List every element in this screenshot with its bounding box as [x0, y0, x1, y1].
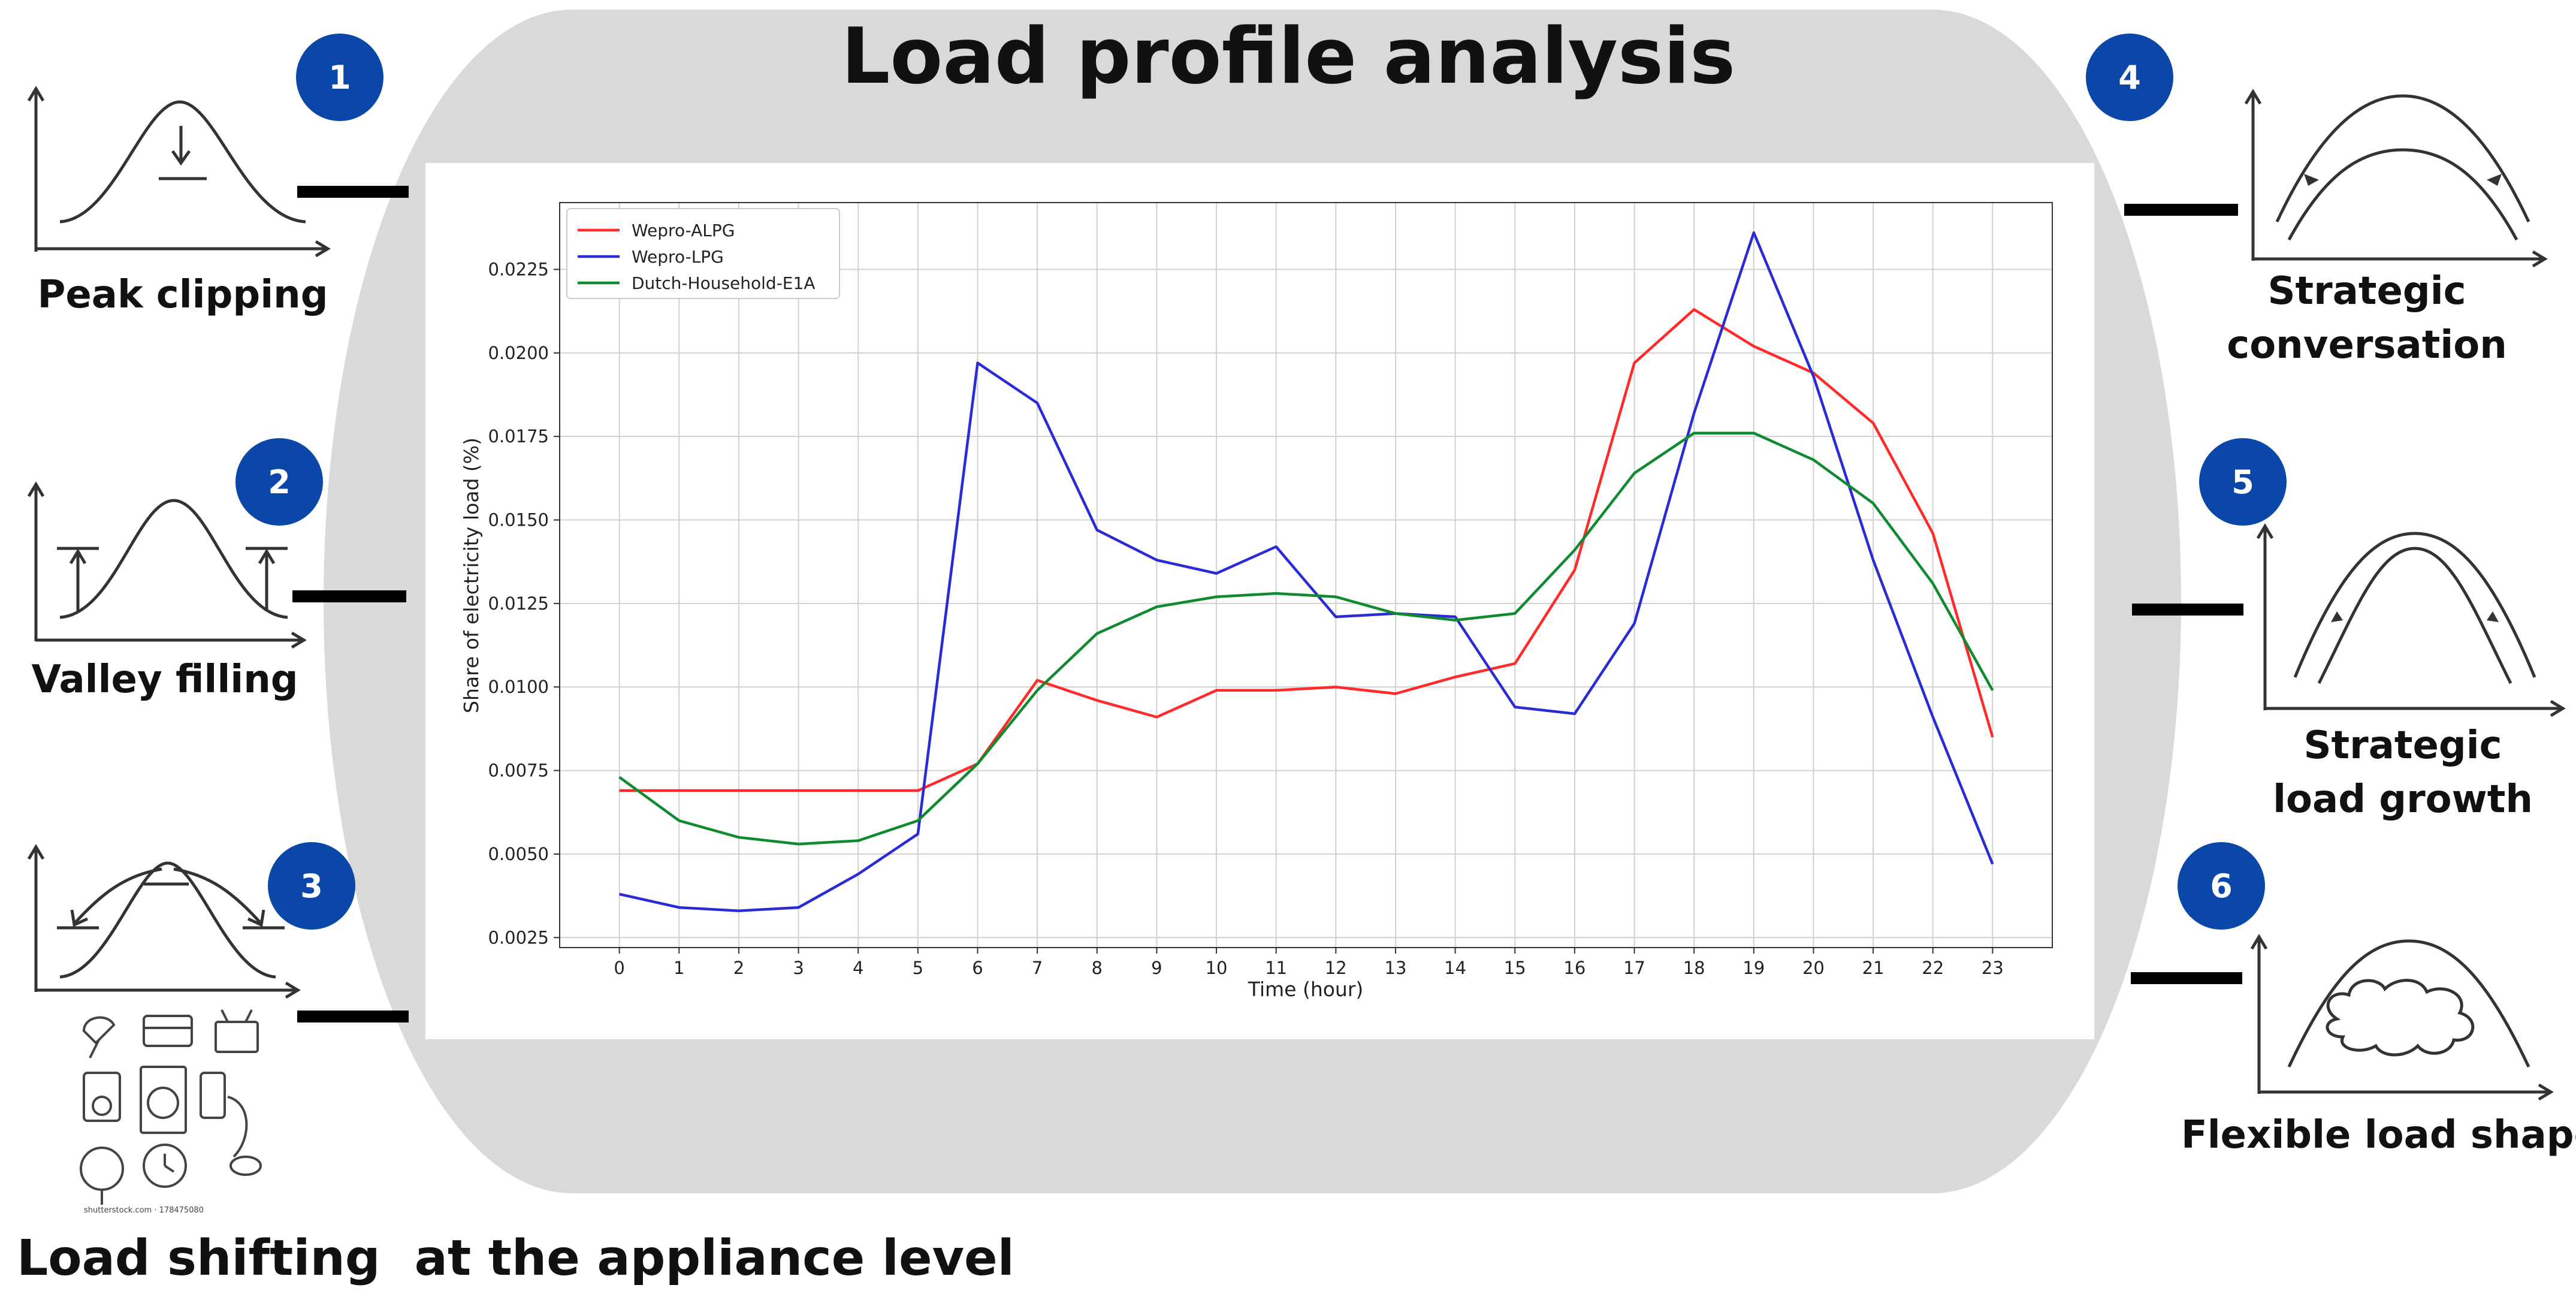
legend-entry: Dutch-Household-E1A [632, 273, 815, 293]
peak-clipping-icon [27, 86, 331, 258]
y-tick-label: 0.0050 [488, 844, 549, 864]
strategy-badge-3: 3 [268, 842, 355, 930]
x-tick-label: 22 [1922, 958, 1944, 978]
plot-frame [559, 202, 2053, 948]
page-title: Load profile analysis [841, 12, 1736, 101]
x-tick-label: 4 [853, 958, 863, 978]
x-tick-label: 18 [1683, 958, 1705, 978]
x-tick-label: 15 [1504, 958, 1526, 978]
y-tick-label: 0.0125 [488, 593, 549, 614]
chart-legend: Wepro-ALPG Wepro-LPG Dutch-Household-E1A [566, 208, 840, 299]
label-line-1: Strategic [2267, 269, 2466, 313]
chart-ticks: 0 1 2 3 4 5 6 7 8 9 10 11 12 13 14 15 16 17 18 19 20 21 22 230.… [488, 259, 2004, 978]
connector-2 [292, 590, 406, 602]
chart-series [618, 231, 1994, 912]
load-shifting-icon [27, 844, 301, 999]
watermark: shutterstock.com · 178475080 [84, 1206, 204, 1215]
x-tick-label: 0 [614, 958, 624, 978]
series-line-2 [618, 432, 1994, 846]
flexible-load-shape-icon [2250, 934, 2554, 1101]
x-tick-label: 5 [913, 958, 923, 978]
strategy-badge-2: 2 [235, 438, 323, 526]
y-tick-label: 0.0025 [488, 927, 549, 948]
x-tick-label: 12 [1325, 958, 1347, 978]
strategy-badge-1: 1 [296, 34, 383, 121]
series-line-0 [619, 308, 1994, 792]
x-tick-label: 7 [1032, 958, 1043, 978]
y-axis-label: Share of electricity load (%) [460, 438, 483, 713]
y-tick-label: 0.0175 [488, 426, 549, 447]
appliances-icon [80, 1009, 262, 1205]
x-tick-label: 3 [793, 958, 804, 978]
connector-3 [297, 1011, 409, 1023]
y-tick-label: 0.0100 [488, 677, 549, 697]
connector-4 [2124, 204, 2238, 216]
x-tick-label: 21 [1862, 958, 1885, 978]
x-tick-label: 13 [1385, 958, 1407, 978]
chart-svg: 0 1 2 3 4 5 6 7 8 9 10 11 12 13 14 15 16 17 18 19 20 21 22 230.… [460, 202, 2053, 1001]
y-tick-label: 0.0075 [488, 761, 549, 781]
label-line-1: Strategic [2303, 723, 2502, 768]
x-tick-label: 6 [972, 958, 983, 978]
y-tick-label: 0.0200 [488, 343, 549, 363]
valley-filling-icon [27, 481, 307, 649]
x-tick-label: 1 [674, 958, 684, 978]
label-load-shifting: Load shifting at the appliance level [17, 1230, 1014, 1287]
y-tick-label: 0.0225 [488, 259, 549, 279]
label-peak-clipping: Peak clipping [37, 273, 328, 317]
strategy-badge-5: 5 [2199, 438, 2287, 526]
chart-grid [560, 203, 2052, 948]
strategy-badge-6: 6 [2178, 842, 2265, 930]
x-tick-label: 10 [1206, 958, 1228, 978]
label-valley-filling: Valley filling [31, 657, 298, 702]
load-profile-chart: 0 1 2 3 4 5 6 7 8 9 10 11 12 13 14 15 16 17 18 19 20 21 22 23 0.… [425, 163, 2094, 1039]
connector-6 [2131, 972, 2242, 984]
x-axis-label: Time (hour) [1248, 978, 1364, 1001]
x-tick-label: 19 [1743, 958, 1765, 978]
x-tick-label: 8 [1092, 958, 1103, 978]
label-line-2: conversation [2227, 322, 2507, 367]
y-tick-label: 0.0150 [488, 510, 549, 530]
x-tick-label: 17 [1623, 958, 1645, 978]
series-line-1 [619, 231, 1994, 912]
connector-1 [297, 186, 409, 198]
strategic-load-growth-icon [2256, 523, 2566, 717]
connector-5 [2132, 604, 2243, 616]
x-tick-label: 23 [1982, 958, 2004, 978]
label-strategic-conversation: Strategic conversation [2175, 265, 2559, 372]
legend-box [566, 208, 840, 299]
strategic-conservation-icon [2244, 89, 2548, 268]
x-tick-label: 16 [1563, 958, 1586, 978]
label-flexible-load-shape: Flexible load shape [2181, 1113, 2576, 1157]
label-strategic-load-growth: Strategic load growth [2217, 719, 2576, 827]
x-tick-label: 11 [1265, 958, 1287, 978]
legend-entry: Wepro-ALPG [632, 221, 735, 240]
x-tick-label: 9 [1151, 958, 1162, 978]
label-line-2: load growth [2273, 777, 2533, 822]
x-tick-label: 20 [1802, 958, 1825, 978]
legend-entry: Wepro-LPG [632, 247, 724, 267]
x-tick-label: 2 [733, 958, 744, 978]
strategy-badge-4: 4 [2086, 34, 2173, 121]
x-tick-label: 14 [1444, 958, 1466, 978]
